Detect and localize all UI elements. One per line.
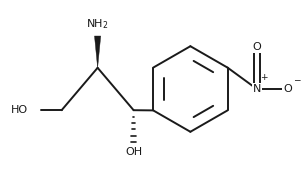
Text: OH: OH <box>125 147 142 157</box>
Text: N: N <box>253 84 261 94</box>
Text: O: O <box>252 42 261 52</box>
Text: +: + <box>260 73 267 82</box>
Text: −: − <box>293 76 301 85</box>
Text: NH$_2$: NH$_2$ <box>86 17 109 31</box>
Text: O: O <box>283 84 292 94</box>
Text: HO: HO <box>11 105 28 115</box>
Polygon shape <box>95 36 101 68</box>
